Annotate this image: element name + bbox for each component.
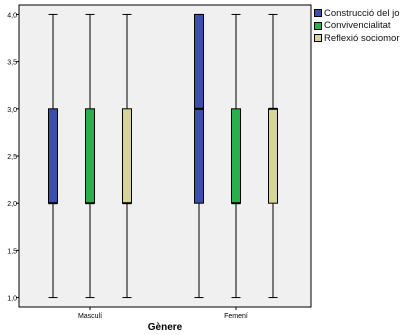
box-body [85,108,95,204]
legend-item: Construcció del jo [314,7,400,20]
legend-label: Construcció del jo [324,7,400,19]
y-tick-label: 3,0 [7,107,17,114]
legend-label: Reflexió sociomoral [324,32,400,44]
x-axis-label: Gènere [148,322,183,333]
y-tick-label: 1,5 [7,248,17,255]
legend-item: Reflexió sociomoral [314,32,400,45]
legend-swatch [314,9,322,18]
box-body [48,108,58,204]
y-tick-label: 1,0 [7,296,17,303]
box-body [268,108,278,204]
y-tick-label: 2,0 [7,201,17,208]
axis-layer: 1,0 1,5 2,0 2,5 3,0 3,5 4,0 Masculí Femení [7,12,248,320]
plot-area [18,4,312,308]
legend-swatch [314,34,322,43]
y-tick-label: 2,5 [7,154,17,161]
box-body [231,108,241,204]
box-body [122,108,132,204]
legend-item: Convivencialitat [314,20,400,33]
x-tick-label: Femení [224,313,248,320]
y-tick-label: 4,0 [7,12,17,19]
legend-swatch [314,21,322,30]
x-tick-label: Masculí [78,313,102,320]
box-layer [48,13,278,299]
legend-label: Convivencialitat [324,20,391,32]
legend: Construcció del jo Convivencialitat Refl… [314,7,400,45]
y-tick-label: 3,5 [7,60,17,67]
